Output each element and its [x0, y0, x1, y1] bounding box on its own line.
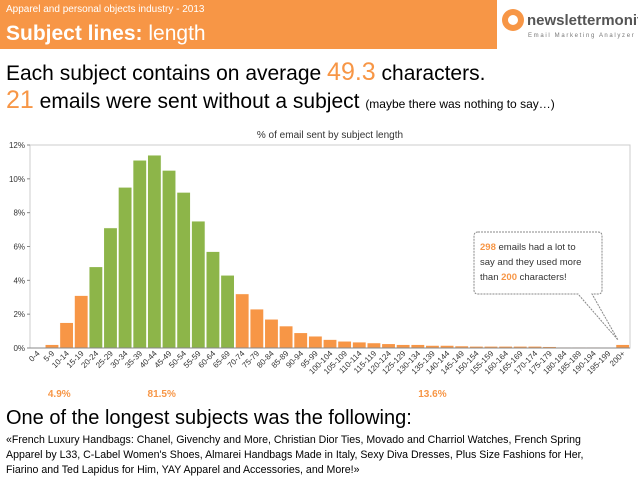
y-tick-label: 10%	[9, 175, 25, 184]
header-band	[0, 0, 497, 49]
intro-line1: Each subject contains on average 49.3 ch…	[6, 58, 485, 86]
chart-title: % of email sent by subject length	[257, 130, 403, 141]
callout-limit: 200	[501, 272, 517, 283]
bar	[59, 322, 74, 349]
header-kicker: Apparel and personal objects industry - …	[6, 4, 205, 15]
bar	[352, 341, 367, 349]
bar	[366, 342, 381, 349]
bar	[322, 339, 338, 349]
title-bold: Subject lines:	[6, 22, 143, 45]
callout-count: 298	[480, 242, 496, 253]
intro-line2: 21 emails were sent without a subject (m…	[6, 86, 555, 114]
header-title: Subject lines: length	[6, 22, 206, 45]
bar	[249, 308, 264, 349]
bar	[161, 170, 177, 349]
bar	[74, 295, 89, 349]
title-rest: length	[143, 22, 206, 45]
logo-tagline: E m a i l M a r k e t i n g A n a l y z …	[528, 33, 634, 39]
bar	[381, 343, 396, 349]
y-tick-label: 8%	[13, 209, 25, 218]
group-label: 81.5%	[148, 389, 176, 400]
bar	[44, 344, 59, 349]
intro-text: emails were sent without a subject	[34, 90, 366, 113]
y-tick-label: 2%	[13, 310, 25, 319]
y-tick-label: 4%	[13, 276, 25, 285]
bar	[293, 332, 308, 349]
callout-box	[473, 231, 619, 341]
y-tick-label: 6%	[13, 243, 25, 252]
callout-line: say and they used more	[480, 257, 581, 268]
bar	[235, 293, 250, 349]
x-tick-label: 200+	[608, 349, 627, 368]
bar	[615, 344, 630, 349]
x-tick-label: 0-4	[27, 349, 42, 364]
bar	[147, 154, 162, 349]
y-tick-label: 12%	[9, 141, 25, 150]
bar	[205, 251, 220, 349]
quote-heading: One of the longest subjects was the foll…	[6, 407, 412, 429]
intro-text: characters.	[376, 62, 486, 85]
callout-text: characters!	[517, 272, 567, 283]
bar	[176, 192, 191, 349]
group-label: 4.9%	[48, 389, 71, 400]
bar	[337, 340, 352, 349]
quote-line: Fiarino and Ted Lapidus for Him, YAY App…	[6, 464, 360, 476]
callout-line: than 200 characters!	[480, 272, 567, 283]
bar	[264, 318, 279, 349]
bar	[132, 159, 147, 349]
logo-name: newslettermonitor	[527, 12, 638, 29]
intro-value: 21	[6, 86, 34, 114]
quote-line: «French Luxury Handbags: Chanel, Givench…	[6, 434, 581, 446]
quote-line: Apparel by L33, C-Label Women's Shoes, A…	[6, 449, 584, 461]
intro-aside: (maybe there was nothing to say…)	[365, 97, 554, 111]
bar	[103, 227, 118, 349]
chart: 0%2%4%6%8%10%12%0-4 5-910-1415-1920-2425-…	[9, 141, 631, 400]
intro-text: Each subject contains on average	[6, 62, 327, 85]
callout: 298 emails had a lot to say and they use…	[473, 231, 619, 341]
bar	[279, 325, 294, 349]
y-tick-label: 0%	[13, 344, 25, 353]
bar	[410, 344, 425, 349]
group-label: 13.6%	[418, 389, 446, 400]
quote: «French Luxury Handbags: Chanel, Givench…	[6, 434, 584, 476]
callout-text: than	[480, 272, 501, 283]
bar	[308, 335, 323, 349]
intro-value: 49.3	[327, 58, 376, 86]
bar	[88, 266, 103, 349]
callout-text: emails had a lot to	[496, 242, 576, 253]
bar	[220, 274, 235, 349]
bar	[118, 186, 133, 349]
callout-line: 298 emails had a lot to	[480, 242, 576, 253]
logo-icon-core	[508, 15, 518, 25]
bar	[396, 344, 411, 349]
bar	[191, 220, 206, 349]
logo: newslettermonitor E m a i l M a r k e t …	[502, 9, 638, 39]
